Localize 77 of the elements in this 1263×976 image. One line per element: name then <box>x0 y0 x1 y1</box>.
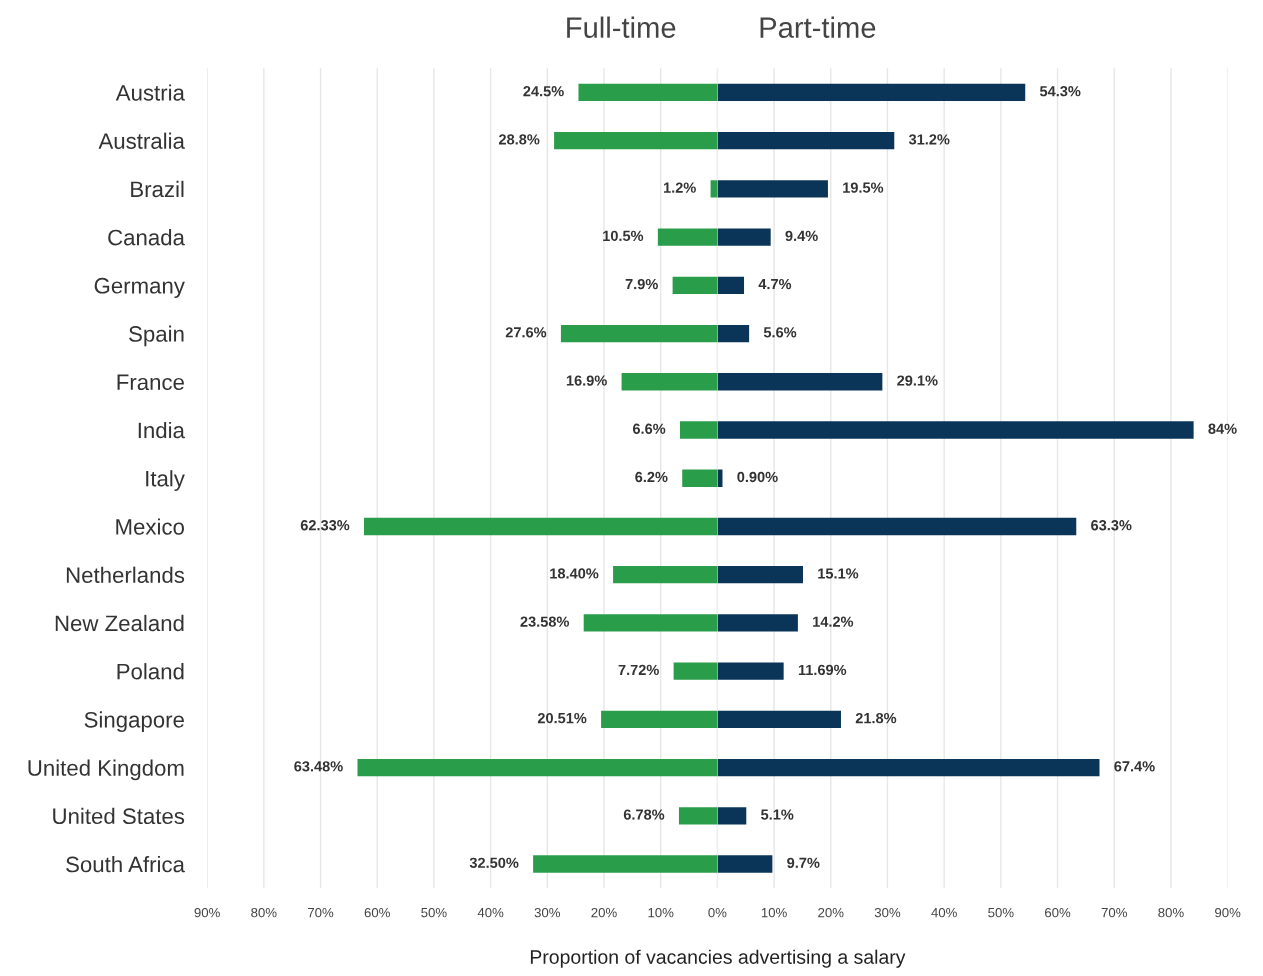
data-label: 10.5% <box>603 230 644 242</box>
y-tick-label: France <box>117 374 184 391</box>
y-tick-label: Poland <box>117 663 184 680</box>
data-label: 14.2% <box>813 616 854 627</box>
data-label: 6.78% <box>623 809 665 820</box>
y-tick-label: United Kingdom <box>28 759 184 781</box>
x-tick-label: 40% <box>931 907 957 918</box>
data-label: 5.6% <box>763 327 797 338</box>
data-label: 0.90% <box>737 471 778 483</box>
data-label: 28.8% <box>498 134 540 145</box>
y-tick-label: India <box>138 421 185 439</box>
chart-title: Full-time <box>567 16 676 38</box>
x-tick-label: 30% <box>874 907 901 918</box>
bar <box>679 421 718 439</box>
y-tick-label: Australia <box>98 132 185 149</box>
data-label: 9.7% <box>787 857 820 868</box>
data-label: 21.8% <box>855 712 897 724</box>
data-label: 11.69% <box>798 664 847 676</box>
x-tick-label: 0% <box>708 907 727 918</box>
x-tick-label: 70% <box>1101 907 1127 918</box>
data-label: 63.48% <box>294 761 343 772</box>
x-tick-label: 20% <box>818 907 844 918</box>
data-label: 7.72% <box>618 664 659 676</box>
y-tick-label: Brazil <box>131 180 184 198</box>
y-tick-label: Netherlands <box>66 566 185 583</box>
data-label: 62.33% <box>300 520 350 531</box>
data-label: 54.3% <box>1039 86 1081 97</box>
x-tick-label: 50% <box>988 907 1014 918</box>
data-label: 29.1% <box>897 375 938 386</box>
data-label: 16.9% <box>566 375 607 386</box>
x-tick-label: 90% <box>1215 907 1241 918</box>
data-label: 23.58% <box>520 616 570 627</box>
y-tick-label: Spain <box>129 325 184 347</box>
data-label: 32.50% <box>469 857 519 868</box>
data-label: 27.6% <box>505 327 547 338</box>
data-label: 4.7% <box>758 278 792 290</box>
data-label: 63.3% <box>1091 520 1132 531</box>
x-tick-label: 90% <box>194 907 220 918</box>
y-tick-label: New Zealand <box>55 614 184 632</box>
data-label: 67.4% <box>1114 761 1155 772</box>
data-label: 18.40% <box>550 568 599 579</box>
x-tick-label: 20% <box>591 907 617 918</box>
x-tick-label: 80% <box>251 907 277 918</box>
bar <box>717 324 750 343</box>
data-label: 24.5% <box>523 86 564 97</box>
data-label: 7.9% <box>625 278 658 290</box>
chart-title: Part-time <box>760 16 876 38</box>
data-label: 9.4% <box>785 230 818 242</box>
x-tick-label: 60% <box>364 907 390 918</box>
x-tick-label: 10% <box>761 907 787 918</box>
data-label: 15.1% <box>818 568 859 579</box>
bar <box>710 180 718 198</box>
y-tick-label: Italy <box>146 470 185 491</box>
data-label: 6.6% <box>632 423 666 434</box>
data-label: 6.2% <box>635 471 668 483</box>
y-tick-label: Canada <box>108 229 185 246</box>
x-tick-label: 70% <box>307 907 334 918</box>
data-label: 31.2% <box>908 134 950 145</box>
x-tick-label: 50% <box>421 907 447 918</box>
x-tick-label: 80% <box>1158 907 1184 918</box>
x-tick-label: 60% <box>1045 907 1071 918</box>
x-tick-label: 40% <box>477 907 504 918</box>
y-tick-label: United States <box>53 807 185 825</box>
y-tick-label: Germany <box>94 277 185 298</box>
x-tick-label: 30% <box>534 907 561 918</box>
data-label: 1.2% <box>663 182 696 193</box>
x-axis-title: Proportion of vacancies advertising a salary <box>530 949 906 968</box>
y-tick-label: Singapore <box>84 711 184 733</box>
data-label: 5.1% <box>761 809 794 820</box>
data-label: 84% <box>1208 423 1237 434</box>
y-tick-label: Mexico <box>116 518 184 535</box>
x-tick-label: 10% <box>648 907 674 918</box>
y-tick-label: Austria <box>115 84 185 101</box>
bar <box>717 855 773 873</box>
data-label: 19.5% <box>843 182 884 193</box>
y-tick-label: South Africa <box>66 856 185 873</box>
data-label: 20.51% <box>537 712 587 724</box>
